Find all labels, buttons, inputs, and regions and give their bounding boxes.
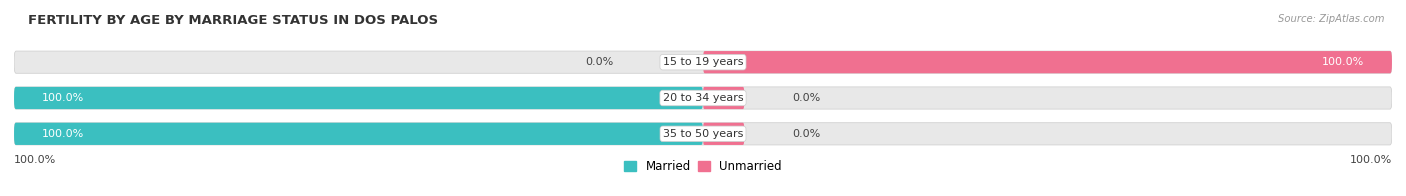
Text: 0.0%: 0.0% <box>793 129 821 139</box>
Text: Source: ZipAtlas.com: Source: ZipAtlas.com <box>1278 14 1385 24</box>
Text: 15 to 19 years: 15 to 19 years <box>662 57 744 67</box>
Text: 35 to 50 years: 35 to 50 years <box>662 129 744 139</box>
Text: 100.0%: 100.0% <box>42 129 84 139</box>
Text: 100.0%: 100.0% <box>42 93 84 103</box>
FancyBboxPatch shape <box>703 87 744 109</box>
Text: 100.0%: 100.0% <box>1350 155 1392 165</box>
FancyBboxPatch shape <box>14 51 1392 73</box>
FancyBboxPatch shape <box>14 87 703 109</box>
FancyBboxPatch shape <box>14 123 1392 145</box>
Text: 0.0%: 0.0% <box>793 93 821 103</box>
Text: 0.0%: 0.0% <box>585 57 613 67</box>
Text: 100.0%: 100.0% <box>14 155 56 165</box>
FancyBboxPatch shape <box>14 123 703 145</box>
Text: 20 to 34 years: 20 to 34 years <box>662 93 744 103</box>
FancyBboxPatch shape <box>14 87 1392 109</box>
Text: 100.0%: 100.0% <box>1322 57 1364 67</box>
FancyBboxPatch shape <box>703 51 1392 73</box>
FancyBboxPatch shape <box>703 123 744 145</box>
Legend: Married, Unmarried: Married, Unmarried <box>620 155 786 177</box>
Text: FERTILITY BY AGE BY MARRIAGE STATUS IN DOS PALOS: FERTILITY BY AGE BY MARRIAGE STATUS IN D… <box>28 14 439 27</box>
